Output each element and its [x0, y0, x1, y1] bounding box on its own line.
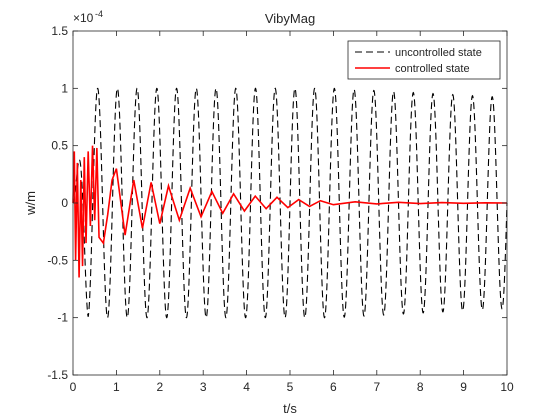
x-tick-label: 1 — [113, 380, 120, 394]
legend-box — [347, 40, 501, 80]
chart-title: VibyMag — [265, 11, 315, 26]
y-tick-label: 0 — [61, 196, 68, 210]
x-tick-label: 4 — [243, 380, 250, 394]
y-tick-label: 1 — [61, 81, 68, 95]
y-tick-label: 0.5 — [51, 139, 68, 153]
x-tick-label: 6 — [330, 380, 337, 394]
x-tick-label: 7 — [373, 380, 380, 394]
y-multiplier-base: ×10 — [73, 11, 94, 25]
series-layer — [72, 87, 508, 319]
legend-label-controlled: controlled state — [395, 63, 470, 75]
legend: uncontrolled state controlled state — [347, 40, 501, 80]
y-multiplier-exponent: -4 — [95, 9, 103, 19]
series-line-uncontrolled — [72, 87, 508, 319]
x-tick-label: 5 — [287, 380, 294, 394]
y-axis-label: w/m — [23, 191, 38, 216]
y-multiplier-label: ×10 -4 — [73, 9, 103, 25]
x-tick-label: 8 — [417, 380, 424, 394]
x-tick-label: 9 — [460, 380, 467, 394]
series-line-controlled — [72, 145, 508, 278]
x-tick-label: 0 — [70, 380, 77, 394]
ticks-layer: 0 1 2 3 4 5 6 7 8 9 10 -1.5 -1 -0.5 0 0.5 1 1.5 — [47, 24, 514, 394]
y-tick-label: -1.5 — [47, 368, 68, 382]
x-axis-label: t/s — [283, 401, 297, 416]
y-tick-label: -1 — [57, 311, 68, 325]
y-tick-label: 1.5 — [51, 24, 68, 38]
x-tick-label: 10 — [500, 380, 514, 394]
legend-label-uncontrolled: uncontrolled state — [395, 47, 482, 59]
y-tick-label: -0.5 — [47, 253, 68, 267]
x-tick-label: 3 — [200, 380, 207, 394]
x-tick-label: 2 — [156, 380, 163, 394]
